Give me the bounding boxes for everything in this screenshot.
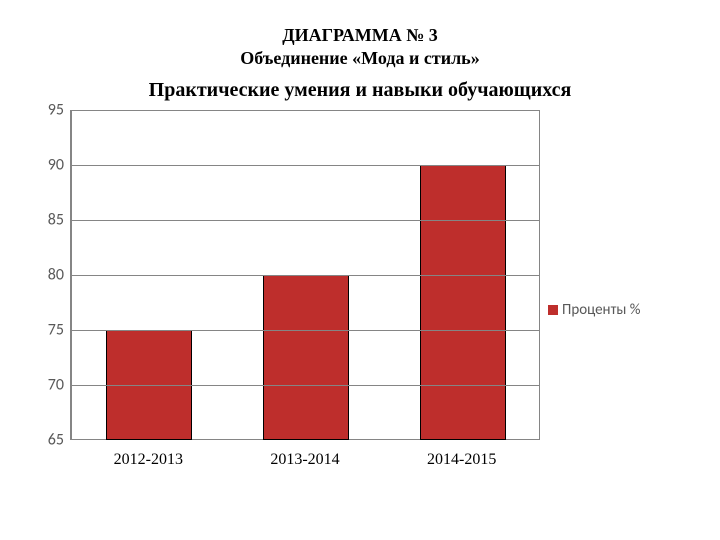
y-tick-label: 80 bbox=[48, 266, 64, 285]
legend-label: Проценты % bbox=[562, 301, 641, 319]
grid-line bbox=[71, 220, 540, 221]
doc-title-line2: Объединение «Мода и стиль» bbox=[0, 47, 720, 70]
grid-line bbox=[71, 330, 540, 331]
bar bbox=[263, 275, 349, 440]
y-tick-label: 95 bbox=[48, 101, 64, 120]
legend-item: Проценты % bbox=[548, 301, 641, 319]
document-header: ДИАГРАММА № 3 Объединение «Мода и стиль» bbox=[0, 0, 720, 69]
bar bbox=[420, 165, 506, 440]
y-tick-label: 70 bbox=[48, 376, 64, 395]
grid-line bbox=[71, 385, 540, 386]
y-tick-label: 65 bbox=[48, 431, 64, 450]
y-axis: 65707580859095 bbox=[30, 110, 70, 510]
legend: Проценты % bbox=[540, 110, 660, 510]
legend-swatch bbox=[548, 305, 558, 315]
plot-area bbox=[70, 110, 540, 440]
x-tick-label: 2012-2013 bbox=[88, 451, 208, 469]
y-tick-label: 85 bbox=[48, 211, 64, 230]
grid-line bbox=[71, 275, 540, 276]
y-tick-label: 90 bbox=[48, 156, 64, 175]
x-axis: 2012-2013 2013-2014 2014-2015 bbox=[70, 445, 540, 475]
y-tick-label: 75 bbox=[48, 321, 64, 340]
x-tick-label: 2014-2015 bbox=[402, 451, 522, 469]
chart-title: Практические умения и навыки обучающихся bbox=[0, 69, 720, 102]
doc-title-line1: ДИАГРАММА № 3 bbox=[0, 24, 720, 47]
grid-line bbox=[71, 165, 540, 166]
x-tick-label: 2013-2014 bbox=[245, 451, 365, 469]
